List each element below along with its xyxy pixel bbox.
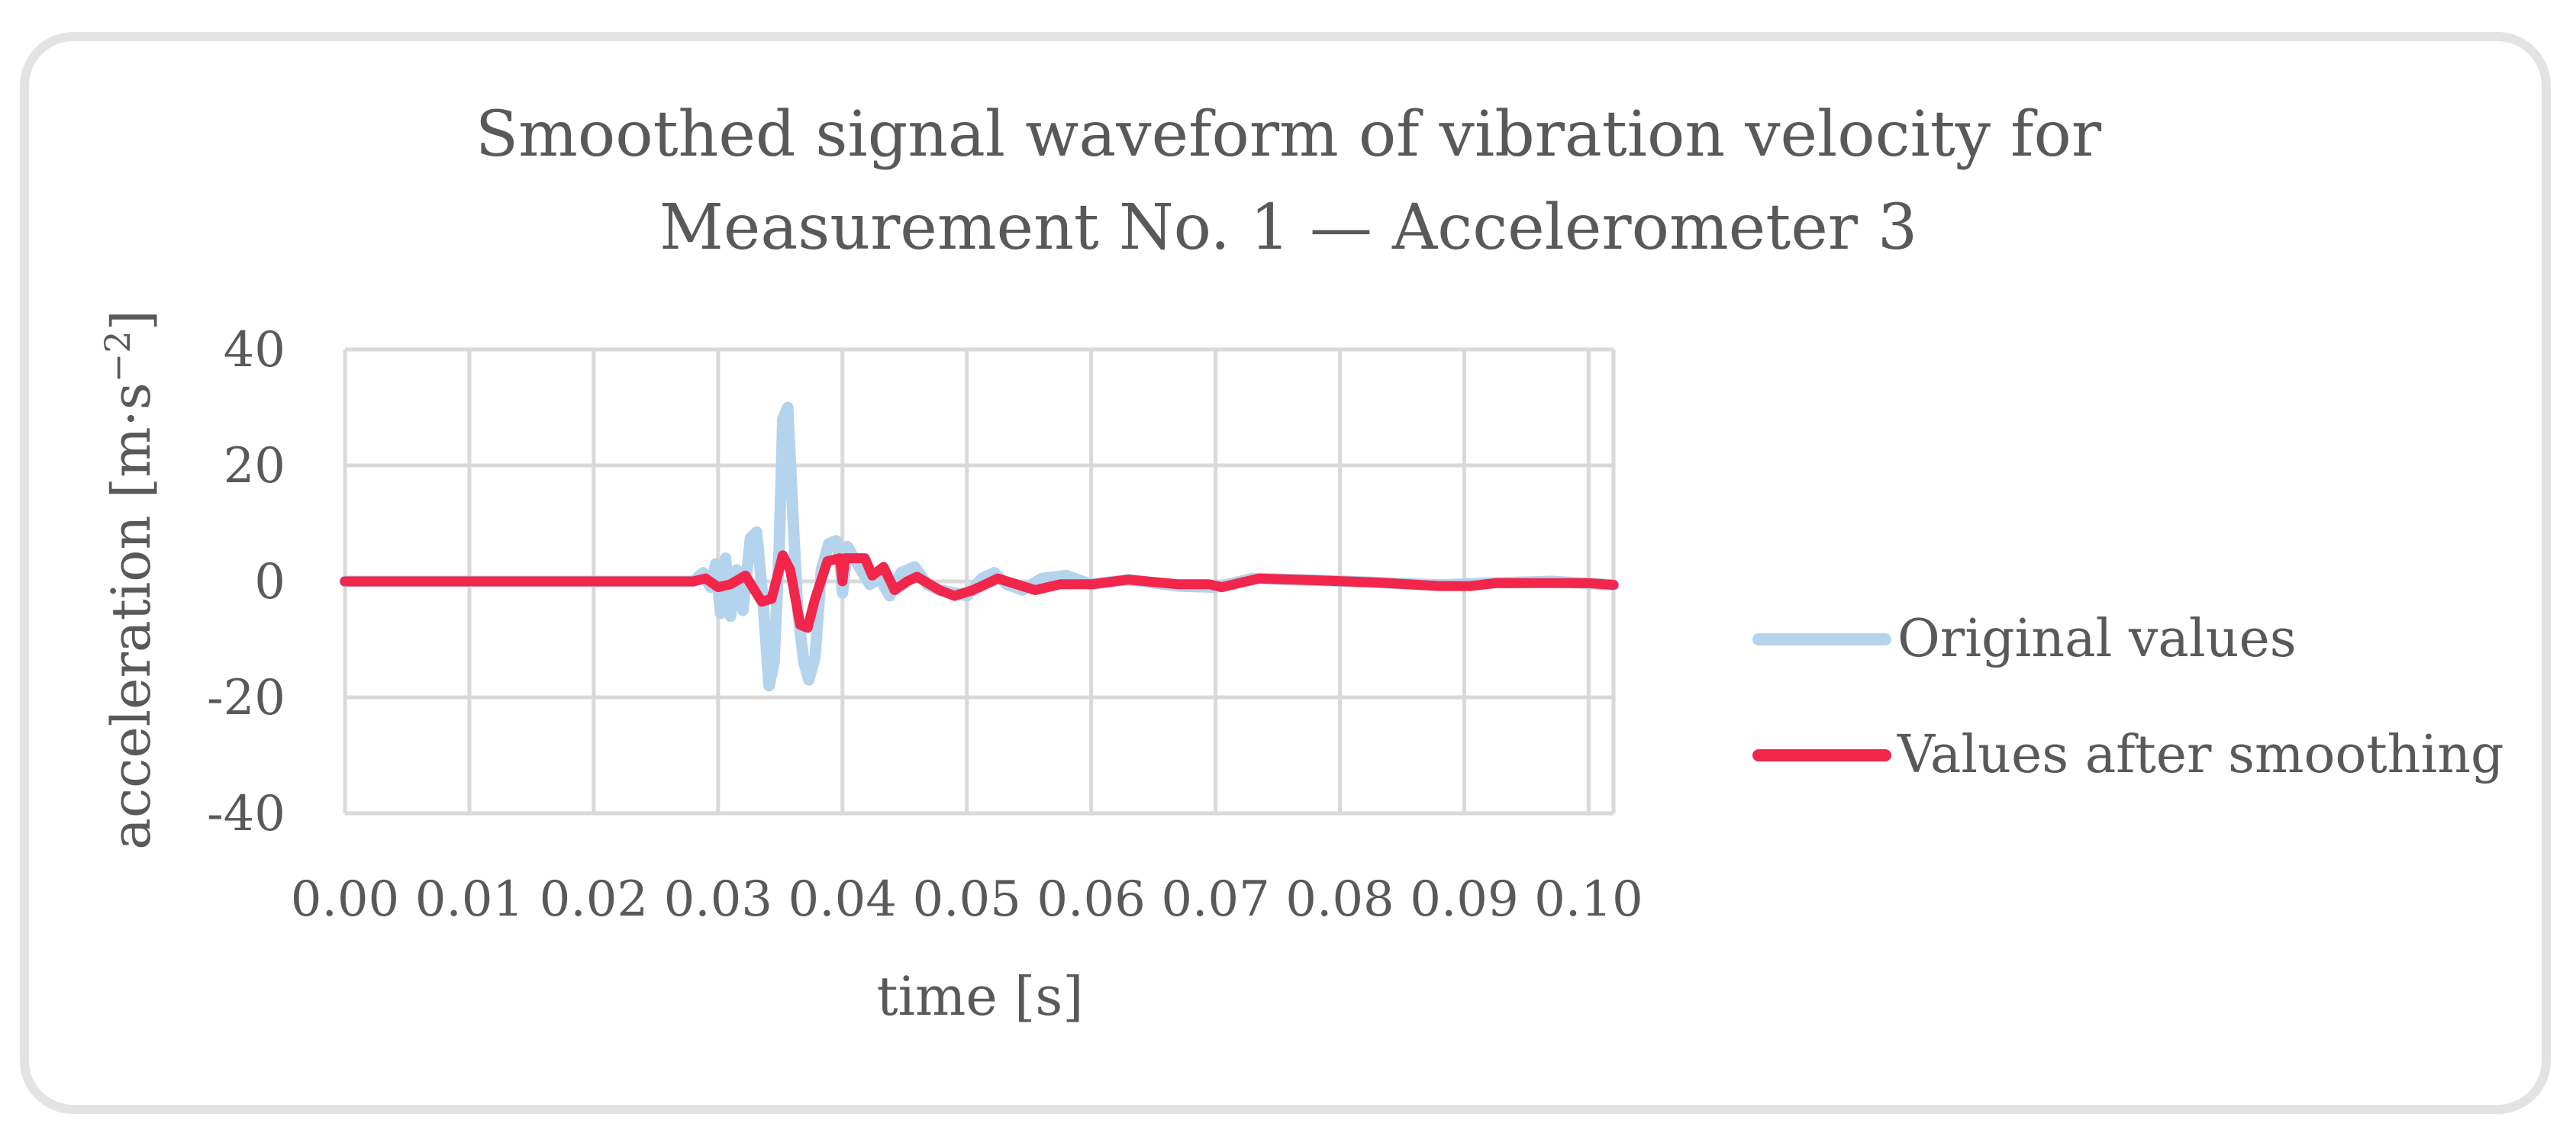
series-line-original	[339, 401, 1620, 692]
x-tick-label: 0.07	[1161, 871, 1270, 928]
y-tick-label: -20	[207, 670, 285, 726]
chart-frame	[20, 32, 2551, 1114]
y-tick-label: -40	[207, 786, 285, 842]
x-axis-label: time [s]	[876, 965, 1083, 1028]
x-tick-label: 0.02	[540, 871, 649, 928]
chart-title-line-1: Smoothed signal waveform of vibration ve…	[476, 98, 2102, 171]
chart-title-line-2: Measurement No. 1 — Accelerometer 3	[659, 192, 1917, 264]
y-axis-label-close: ]	[100, 310, 163, 330]
x-tick-label: 0.08	[1285, 871, 1394, 928]
y-axis-label-main: acceleration [m·s	[100, 382, 163, 849]
x-tick-label: 0.05	[912, 871, 1021, 928]
x-tick-label: 0.04	[788, 871, 898, 928]
y-axis-label: acceleration [m·s−2]	[97, 310, 163, 850]
y-tick-label: 20	[224, 438, 285, 494]
legend-label-original: Original values	[1897, 609, 2297, 669]
series-line-smoothed	[340, 550, 1619, 633]
tick-labels: 40 20 0 -20 -400.00 0.01 0.02 0.03 0.04 0.05 0.06 0…	[207, 322, 1643, 928]
series-layer	[339, 401, 1620, 692]
y-tick-label: 40	[224, 322, 285, 378]
legend-label-smoothed: Values after smoothing	[1897, 725, 2504, 785]
legend: Original values Values after smoothing	[1752, 609, 2504, 785]
y-tick-label: 0	[254, 554, 285, 610]
x-tick-label: 0.10	[1534, 871, 1643, 928]
x-tick-label: 0.00	[291, 871, 400, 928]
x-tick-label: 0.01	[415, 871, 524, 928]
x-tick-label: 0.06	[1037, 871, 1146, 928]
x-tick-label: 0.09	[1410, 871, 1519, 928]
x-tick-label: 0.03	[664, 871, 773, 928]
y-axis-label-sup: −2	[97, 331, 138, 383]
